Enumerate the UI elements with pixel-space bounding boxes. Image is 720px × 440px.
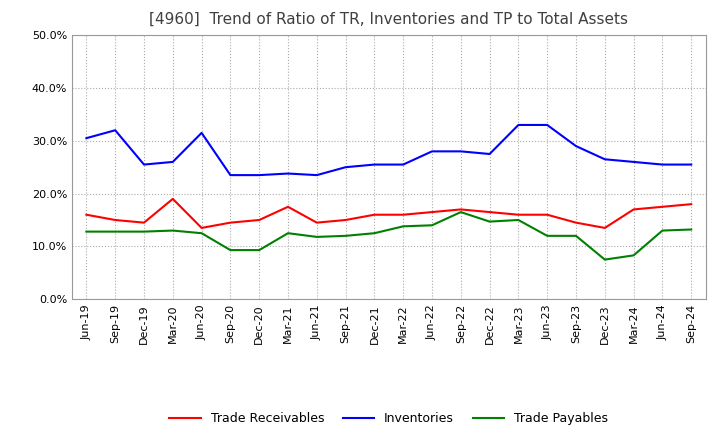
Inventories [399, 162, 408, 167]
Trade Receivables [111, 217, 120, 223]
Trade Payables [600, 257, 609, 262]
Trade Payables [399, 224, 408, 229]
Inventories [600, 157, 609, 162]
Trade Receivables [687, 202, 696, 207]
Trade Payables [255, 247, 264, 253]
Trade Payables [284, 231, 292, 236]
Trade Receivables [284, 204, 292, 209]
Trade Payables [370, 231, 379, 236]
Trade Payables [341, 233, 350, 238]
Trade Receivables [312, 220, 321, 225]
Inventories [341, 165, 350, 170]
Inventories [658, 162, 667, 167]
Trade Receivables [226, 220, 235, 225]
Trade Payables [312, 234, 321, 239]
Inventories [111, 128, 120, 133]
Trade Receivables [658, 204, 667, 209]
Trade Receivables [399, 212, 408, 217]
Line: Inventories: Inventories [86, 125, 691, 175]
Trade Receivables [255, 217, 264, 223]
Trade Payables [111, 229, 120, 234]
Inventories [456, 149, 465, 154]
Inventories [485, 151, 494, 157]
Trade Payables [514, 217, 523, 223]
Trade Payables [456, 209, 465, 215]
Legend: Trade Receivables, Inventories, Trade Payables: Trade Receivables, Inventories, Trade Pa… [164, 407, 613, 430]
Trade Payables [658, 228, 667, 233]
Inventories [82, 136, 91, 141]
Inventories [428, 149, 436, 154]
Trade Receivables [600, 225, 609, 231]
Inventories [312, 172, 321, 178]
Trade Receivables [82, 212, 91, 217]
Inventories [255, 172, 264, 178]
Line: Trade Receivables: Trade Receivables [86, 199, 691, 228]
Trade Receivables [168, 196, 177, 202]
Inventories [284, 171, 292, 176]
Inventories [370, 162, 379, 167]
Inventories [168, 159, 177, 165]
Trade Receivables [514, 212, 523, 217]
Trade Payables [168, 228, 177, 233]
Trade Payables [572, 233, 580, 238]
Inventories [140, 162, 148, 167]
Trade Receivables [428, 209, 436, 215]
Trade Receivables [456, 207, 465, 212]
Trade Payables [140, 229, 148, 234]
Trade Receivables [629, 207, 638, 212]
Trade Payables [629, 253, 638, 258]
Title: [4960]  Trend of Ratio of TR, Inventories and TP to Total Assets: [4960] Trend of Ratio of TR, Inventories… [149, 12, 629, 27]
Inventories [572, 143, 580, 149]
Inventories [629, 159, 638, 165]
Trade Receivables [197, 225, 206, 231]
Inventories [543, 122, 552, 128]
Trade Receivables [485, 209, 494, 215]
Trade Payables [428, 223, 436, 228]
Line: Trade Payables: Trade Payables [86, 212, 691, 260]
Trade Payables [82, 229, 91, 234]
Inventories [197, 130, 206, 136]
Trade Receivables [370, 212, 379, 217]
Trade Payables [687, 227, 696, 232]
Trade Payables [485, 219, 494, 224]
Trade Receivables [341, 217, 350, 223]
Trade Payables [197, 231, 206, 236]
Trade Receivables [572, 220, 580, 225]
Inventories [687, 162, 696, 167]
Inventories [514, 122, 523, 128]
Inventories [226, 172, 235, 178]
Trade Payables [226, 247, 235, 253]
Trade Receivables [140, 220, 148, 225]
Trade Payables [543, 233, 552, 238]
Trade Receivables [543, 212, 552, 217]
